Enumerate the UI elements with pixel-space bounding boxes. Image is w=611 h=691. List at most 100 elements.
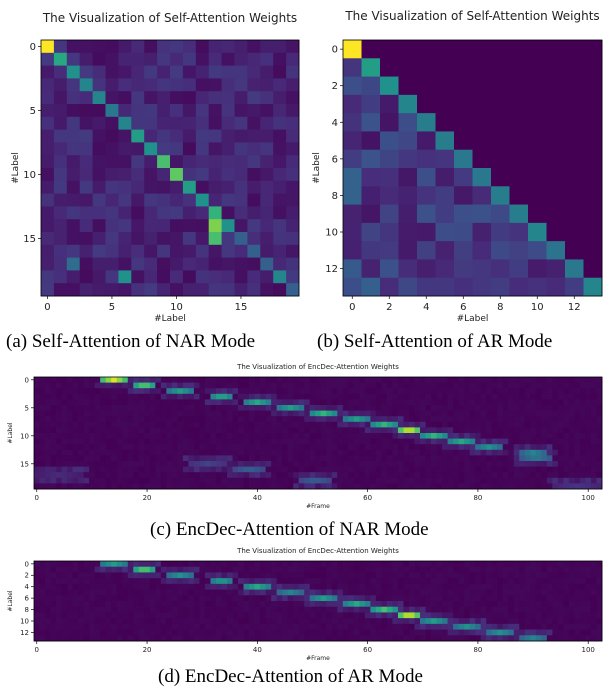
heatmap-cell-d <box>265 629 272 636</box>
heatmap-cell-c <box>315 466 322 473</box>
heatmap-cell-b <box>398 186 418 205</box>
heatmap-cell-a <box>157 116 171 130</box>
heatmap-cell-c <box>111 382 118 389</box>
heatmap-cell-d <box>397 595 404 602</box>
heatmap-cell-c <box>331 382 338 389</box>
heatmap-cell-c <box>116 438 123 445</box>
heatmap-cell-d <box>585 612 592 619</box>
heatmap-cell-a <box>53 65 68 79</box>
heatmap-cell-c <box>138 477 145 484</box>
heatmap-cell-a <box>131 168 145 182</box>
heatmap-cell-d <box>442 566 448 573</box>
heatmap-cell-c <box>215 377 222 383</box>
heatmap-cell-c <box>513 427 520 434</box>
heatmap-cell-c <box>381 472 388 479</box>
heatmap-cell-c <box>519 477 526 484</box>
heatmap-cell-d <box>243 629 250 636</box>
heatmap-cell-d <box>557 601 564 608</box>
heatmap-cell-d <box>458 566 465 573</box>
heatmap-cell-d <box>127 612 134 619</box>
heatmap-cell-c <box>513 466 520 473</box>
caption-b: (b) Self-Attention of AR Mode <box>317 331 553 352</box>
heatmap-cell-c <box>408 421 415 428</box>
heatmap-cell-d <box>50 623 57 630</box>
heatmap-cell-c <box>464 382 471 389</box>
heatmap-cell-c <box>138 421 145 428</box>
heatmap-cell-b <box>454 186 473 205</box>
heatmap-cell-c <box>155 466 162 473</box>
heatmap-cell-c <box>337 438 344 445</box>
heatmap-cell-c <box>447 483 454 490</box>
heatmap-cell-a <box>92 142 106 156</box>
heatmap-cell-d <box>83 589 90 596</box>
heatmap-cell-c <box>193 472 200 479</box>
heatmap-cell-a <box>273 40 287 54</box>
heatmap-cell-d <box>480 629 487 636</box>
heatmap-cell-c <box>210 466 217 473</box>
heatmap-cell-c <box>122 388 129 395</box>
heatmap-cell-c <box>381 477 388 484</box>
heatmap-cell-c <box>160 449 167 456</box>
heatmap-cell-a <box>53 40 68 54</box>
heatmap-cell-a <box>66 232 81 246</box>
heatmap-cell-b <box>491 204 510 224</box>
heatmap-cell-c <box>579 477 586 484</box>
heatmap-cell-d <box>260 606 267 613</box>
heatmap-cell-c <box>78 382 85 389</box>
heatmap-cell-c <box>458 388 465 395</box>
heatmap-cell-c <box>61 466 68 473</box>
heatmap-cell-c <box>254 410 261 417</box>
heatmap-cell-c <box>353 393 360 400</box>
heatmap-cell-c <box>144 427 151 434</box>
heatmap-cell-c <box>210 388 217 395</box>
heatmap-cell-c <box>491 449 498 456</box>
heatmap-cell-c <box>100 399 107 406</box>
heatmap-cell-c <box>243 382 250 389</box>
heatmap-cell-c <box>491 382 498 389</box>
heatmap-cell-c <box>215 427 222 434</box>
heatmap-cell-c <box>574 472 581 479</box>
heatmap-cell-c <box>89 393 96 400</box>
heatmap-cell-c <box>337 455 344 462</box>
heatmap-cell-d <box>155 612 162 619</box>
heatmap-cell-c <box>238 421 244 428</box>
heatmap-cell-c <box>359 416 366 423</box>
heatmap-cell-c <box>364 427 371 434</box>
heatmap-cell-b <box>528 186 547 205</box>
heatmap-cell-d <box>249 635 255 642</box>
heatmap-cell-d <box>370 606 377 613</box>
heatmap-cell-a <box>144 142 158 156</box>
heatmap-cell-c <box>596 388 603 395</box>
heatmap-cell-a <box>66 129 81 143</box>
heatmap-cell-c <box>260 405 267 411</box>
heatmap-cell-d <box>579 572 586 579</box>
heatmap-cell-d <box>298 578 305 585</box>
heatmap-cell-d <box>271 612 278 619</box>
heatmap-cell-a <box>41 270 55 284</box>
heatmap-cell-c <box>127 438 134 445</box>
heatmap-cell-a <box>234 129 248 143</box>
heatmap-cell-c <box>320 466 327 473</box>
heatmap-cell-c <box>61 410 68 417</box>
heatmap-cell-d <box>392 629 399 636</box>
heatmap-cell-d <box>199 623 206 630</box>
heatmap-cell-b <box>565 277 584 297</box>
heatmap-cell-c <box>309 393 316 400</box>
heatmap-cell-d <box>94 623 101 630</box>
heatmap-cell-d <box>486 589 493 596</box>
heatmap-cell-c <box>568 410 575 417</box>
heatmap-cell-c <box>375 472 382 479</box>
heatmap-cell-c <box>56 405 62 411</box>
heatmap-cell-d <box>469 623 476 630</box>
heatmap-cell-d <box>331 635 338 642</box>
heatmap-cell-c <box>199 410 206 417</box>
heatmap-cell-d <box>513 561 520 568</box>
heatmap-cell-c <box>116 472 123 479</box>
heatmap-cell-d <box>138 629 145 636</box>
heatmap-cell-c <box>337 483 344 490</box>
heatmap-cell-c <box>579 461 586 467</box>
heatmap-cell-c <box>149 393 156 400</box>
heatmap-cell-c <box>204 377 211 383</box>
heatmap-cell-a <box>208 52 222 66</box>
heatmap-cell-d <box>508 623 515 630</box>
